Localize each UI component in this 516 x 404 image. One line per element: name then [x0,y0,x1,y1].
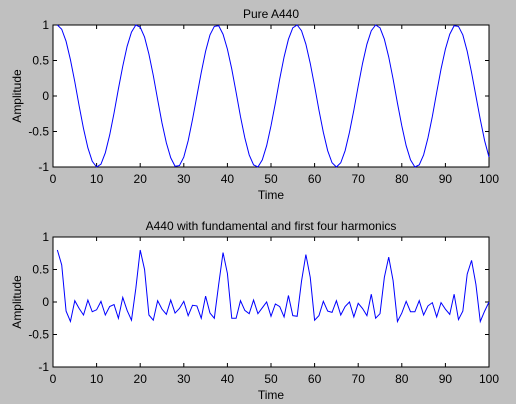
bottom-ytick-label: 0.5 [32,263,49,277]
bottom-xtick-label: 10 [90,372,104,386]
top-xtick-label: 70 [352,172,366,186]
top-xtick-label: 40 [221,172,235,186]
top-xtick-label: 0 [50,172,57,186]
top-ytick-label: 0 [42,89,49,103]
bottom-plot-axes [52,236,490,368]
top-plot-panel: Pure A440 Time Amplitude 0 10 20 30 40 50 60 70… [10,7,499,202]
bottom-plot-xlabel: Time [258,388,285,402]
top-xtick-label: 90 [439,172,453,186]
bottom-plot-ylabel: Amplitude [10,275,24,329]
top-xtick-label: 50 [264,172,278,186]
bottom-ytick-label: -0.5 [28,328,49,342]
top-plot-title: Pure A440 [243,7,299,21]
bottom-xtick-label: 20 [134,372,148,386]
bottom-series-line [56,249,490,324]
top-ytick-label: -1 [38,160,49,174]
top-ytick-label: 1 [42,18,49,32]
top-plot-ylabel: Amplitude [10,69,24,123]
top-xtick-label: 60 [308,172,322,186]
top-xtick-label: 20 [134,172,148,186]
bottom-xtick-label: 90 [439,372,453,386]
bottom-xtick-label: 100 [479,372,499,386]
bottom-ytick-label: 0 [42,295,49,309]
bottom-xtick-label: 50 [264,372,278,386]
top-xtick-label: 30 [177,172,191,186]
top-ytick-label: 0.5 [32,54,49,68]
top-xtick-label: 100 [479,172,499,186]
bottom-ytick-label: -1 [38,360,49,374]
bottom-xtick-label: 70 [352,372,366,386]
bottom-ytick-label: 1 [42,230,49,244]
bottom-xtick-label: 80 [395,372,409,386]
top-series-line [57,24,490,168]
bottom-xtick-label: 40 [221,372,235,386]
top-plot-xlabel: Time [258,188,285,202]
top-xtick-label: 10 [90,172,104,186]
bottom-xtick-label: 30 [177,372,191,386]
top-xtick-label: 80 [395,172,409,186]
top-ytick-label: -0.5 [28,125,49,139]
bottom-plot-title: A440 with fundamental and first four har… [146,219,397,233]
bottom-xtick-label: 60 [308,372,322,386]
bottom-xtick-label: 0 [50,372,57,386]
bottom-plot-panel: A440 with fundamental and first four har… [10,219,499,402]
top-plot-axes [52,24,490,168]
